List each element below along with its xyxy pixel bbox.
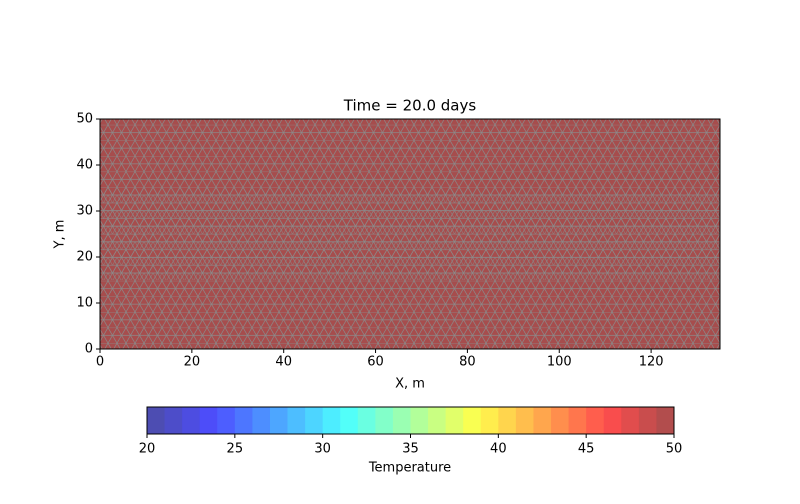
- colorbar-level: [252, 407, 271, 434]
- x-tick-label: 100: [547, 355, 572, 370]
- colorbar-level: [445, 407, 464, 434]
- colorbar-level: [463, 407, 482, 434]
- x-tick-label: 80: [459, 355, 476, 370]
- colorbar-level: [568, 407, 587, 434]
- colorbar-level: [199, 407, 218, 434]
- y-tick-label: 20: [76, 250, 93, 265]
- colorbar-level: [603, 407, 622, 434]
- colorbar-tick-label: 20: [139, 442, 156, 457]
- colorbar-tick-label: 30: [314, 442, 331, 457]
- x-tick-label: 20: [184, 355, 201, 370]
- colorbar-tick-label: 50: [666, 442, 683, 457]
- colorbar-level: [498, 407, 517, 434]
- y-tick-label: 10: [76, 296, 93, 311]
- colorbar-level: [428, 407, 447, 434]
- colorbar-tick-label: 45: [578, 442, 595, 457]
- x-tick-label: 0: [96, 355, 104, 370]
- colorbar-level: [234, 407, 253, 434]
- colorbar-tick-label: 35: [402, 442, 419, 457]
- chart-title: Time = 20.0 days: [343, 97, 477, 115]
- colorbar-tick-label: 40: [490, 442, 507, 457]
- colorbar-level: [638, 407, 657, 434]
- colorbar-level: [340, 407, 359, 434]
- colorbar-level: [217, 407, 236, 434]
- colorbar-level: [392, 407, 411, 434]
- mesh-fine: [100, 188, 720, 280]
- colorbar-level: [164, 407, 183, 434]
- colorbar-level: [586, 407, 605, 434]
- x-tick-label: 40: [275, 355, 292, 370]
- axes-frame: [99, 118, 721, 350]
- colorbar-level: [305, 407, 324, 434]
- colorbar-level: [533, 407, 552, 434]
- colorbar-level: [656, 407, 675, 434]
- colorbar-tick-label: 25: [227, 442, 244, 457]
- colorbar-level: [621, 407, 640, 434]
- colorbar-level: [410, 407, 429, 434]
- colorbar-level: [287, 407, 306, 434]
- y-tick-label: 50: [76, 112, 93, 127]
- colorbar-level: [357, 407, 376, 434]
- y-axis-label: Y, m: [53, 220, 68, 250]
- y-tick-label: 40: [76, 158, 93, 173]
- colorbar-label: Temperature: [368, 461, 451, 476]
- colorbar-level: [375, 407, 394, 434]
- colorbar-level: [182, 407, 201, 434]
- x-axis-label: X, m: [395, 377, 425, 392]
- colorbar-level: [269, 407, 289, 434]
- x-tick-label: 60: [367, 355, 384, 370]
- colorbar-level: [480, 407, 499, 434]
- colorbar-level: [551, 407, 570, 434]
- x-tick-label: 120: [639, 355, 664, 370]
- y-tick-label: 0: [85, 342, 93, 357]
- colorbar-level: [147, 407, 166, 434]
- colorbar-level: [515, 407, 534, 434]
- colorbar-level: [322, 407, 341, 434]
- y-tick-label: 30: [76, 204, 93, 219]
